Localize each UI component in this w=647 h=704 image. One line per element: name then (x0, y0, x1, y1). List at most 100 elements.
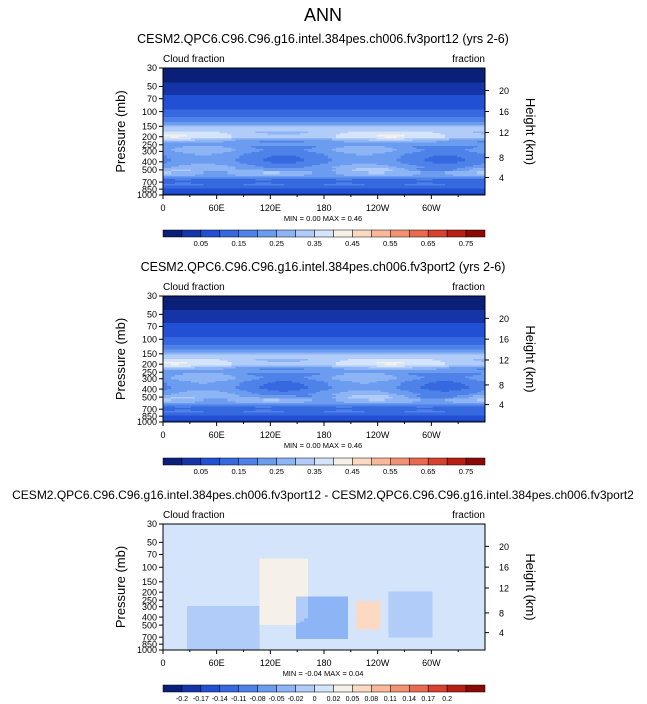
field-cell (324, 126, 329, 129)
field-cell (428, 107, 434, 110)
field-cell (255, 85, 261, 88)
field-cell (271, 77, 277, 80)
field-cell (163, 145, 168, 148)
field-cell (328, 148, 333, 152)
field-cell (456, 104, 462, 107)
field-cell (472, 125, 478, 128)
field-cell (476, 117, 482, 120)
field-cell (291, 147, 297, 150)
field-cell (380, 137, 385, 141)
field-cell (440, 98, 446, 101)
field-cell (348, 69, 353, 72)
field-cell (416, 118, 422, 121)
field-cell (231, 93, 237, 96)
field-cell (440, 96, 446, 99)
field-cell (392, 144, 398, 147)
field-cell (227, 68, 233, 71)
field-cell (275, 145, 281, 148)
field-cell (167, 104, 172, 107)
field-cell (287, 118, 293, 121)
field-cell (400, 82, 406, 85)
field-cell (195, 98, 200, 101)
field-cell (243, 134, 249, 137)
field-cell (191, 142, 196, 145)
field-cell (360, 114, 365, 117)
field-cell (348, 121, 353, 125)
field-cell (456, 134, 462, 137)
field-cell (247, 145, 253, 148)
field-cell (432, 107, 438, 110)
field-cell (227, 107, 233, 110)
field-cell (275, 90, 281, 93)
field-cell (247, 144, 253, 147)
field-cell (183, 148, 188, 152)
field-cell (319, 91, 325, 94)
field-cell (311, 120, 317, 123)
field-cell (307, 133, 313, 136)
field-cell (472, 134, 478, 137)
field-cell (348, 123, 353, 126)
field-cell (195, 77, 200, 80)
field-cell (311, 99, 317, 102)
field-cell (340, 98, 345, 101)
field-cell (420, 131, 426, 134)
field-cell (412, 129, 418, 133)
field-cell (199, 80, 204, 83)
field-cell (444, 72, 450, 75)
field-cell (227, 136, 233, 139)
field-cell (167, 91, 172, 94)
field-cell (424, 80, 430, 83)
field-cell (368, 75, 373, 79)
field-cell (215, 110, 220, 114)
field-cell (328, 106, 333, 109)
field-cell (476, 90, 482, 93)
field-cell (444, 69, 450, 72)
field-cell (231, 87, 237, 90)
field-cell (315, 85, 321, 88)
field-cell (352, 120, 357, 123)
field-cell (307, 68, 313, 71)
field-cell (275, 102, 281, 106)
field-cell (231, 134, 237, 137)
field-cell (239, 137, 245, 141)
field-cell (191, 145, 196, 148)
field-cell (364, 126, 369, 129)
field-cell (452, 85, 458, 88)
field-cell (239, 120, 245, 123)
field-cell (472, 128, 478, 131)
field-cell (472, 93, 478, 96)
field-cell (396, 144, 402, 147)
field-cell (227, 128, 233, 131)
field-cell (452, 72, 458, 75)
field-cell (356, 79, 361, 82)
field-cell (456, 83, 462, 87)
chart-title: CESM2.QPC6.C96.C96.g16.intel.384pes.ch00… (137, 32, 509, 46)
field-cell (460, 114, 466, 117)
field-cell (215, 147, 220, 150)
field-cell (472, 68, 478, 71)
field-cell (468, 133, 474, 136)
field-cell (428, 77, 434, 80)
field-cell (388, 87, 394, 90)
field-cell (295, 72, 301, 75)
field-cell (231, 80, 237, 83)
field-cell (247, 85, 253, 88)
field-cell (460, 79, 466, 82)
field-cell (199, 128, 204, 131)
field-cell (279, 104, 285, 107)
field-cell (279, 126, 285, 129)
field-cell (311, 72, 317, 75)
field-cell (444, 98, 450, 101)
field-cell (404, 87, 410, 90)
field-cell (163, 88, 168, 91)
field-cell (255, 120, 261, 123)
field-cell (319, 79, 325, 82)
field-cell (440, 137, 446, 141)
field-cell (464, 106, 470, 109)
field-cell (336, 93, 341, 96)
field-cell (480, 145, 486, 148)
field-cell (352, 118, 357, 121)
field-cell (480, 131, 486, 134)
field-cell (227, 109, 233, 112)
field-cell (412, 93, 418, 96)
